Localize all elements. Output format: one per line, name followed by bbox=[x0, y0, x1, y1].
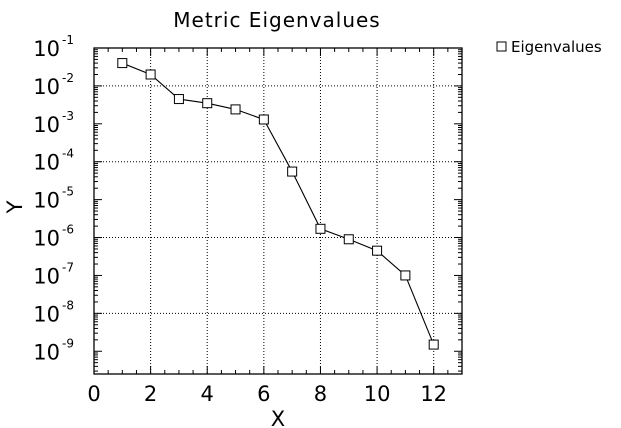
data-point bbox=[315, 223, 326, 234]
y-axis-label: Y bbox=[3, 200, 27, 214]
y-tick-exponent: -4 bbox=[62, 147, 74, 161]
y-tick-labels: 10-110-210-310-410-510-610-710-810-9 bbox=[33, 33, 74, 364]
x-axis-label: X bbox=[271, 407, 285, 428]
x-tick-label: 2 bbox=[144, 382, 157, 406]
y-tick-base: 10 bbox=[33, 113, 60, 137]
y-tick-label: 10 bbox=[33, 151, 60, 175]
y-tick-label: 10 bbox=[33, 37, 60, 61]
y-tick-label: 10 bbox=[33, 264, 60, 288]
chart-title: Metric Eigenvalues bbox=[173, 8, 380, 32]
x-tick-label: 12 bbox=[420, 382, 447, 406]
y-tick-base: 10 bbox=[33, 302, 60, 326]
y-tick-label: 10 bbox=[33, 75, 60, 99]
y-tick-base: 10 bbox=[33, 151, 60, 175]
y-tick-exponent: -3 bbox=[62, 109, 74, 123]
y-tick-exponent: -7 bbox=[62, 260, 74, 274]
data-point bbox=[202, 98, 213, 109]
data-point bbox=[343, 234, 354, 245]
plot-border bbox=[93, 47, 463, 375]
data-point bbox=[145, 69, 156, 80]
legend-marker bbox=[496, 41, 507, 52]
x-tick-label: 0 bbox=[87, 382, 100, 406]
y-tick-label: 10 bbox=[33, 302, 60, 326]
plot-frame bbox=[93, 47, 463, 375]
data-point bbox=[428, 339, 439, 350]
x-tick-label: 6 bbox=[257, 382, 270, 406]
data-point bbox=[400, 270, 411, 281]
y-tick-base: 10 bbox=[33, 75, 60, 99]
legend: Eigenvalues bbox=[496, 38, 602, 56]
y-tick-base: 10 bbox=[33, 37, 60, 61]
y-tick-exponent: -1 bbox=[62, 33, 74, 47]
y-tick-label: 10 bbox=[33, 113, 60, 137]
y-tick-exponent: -6 bbox=[62, 223, 74, 237]
y-tick-base: 10 bbox=[33, 227, 60, 251]
tick-marks bbox=[93, 47, 463, 374]
series-line bbox=[122, 62, 435, 345]
legend-label: Eigenvalues bbox=[511, 38, 602, 56]
data-point bbox=[173, 94, 184, 105]
y-tick-exponent: -8 bbox=[62, 298, 74, 312]
y-tick-label: 10 bbox=[33, 340, 60, 364]
x-tick-label: 10 bbox=[364, 382, 391, 406]
y-tick-exponent: -9 bbox=[62, 336, 74, 350]
y-tick-label: 10 bbox=[33, 189, 60, 213]
y-tick-base: 10 bbox=[33, 340, 60, 364]
y-tick-base: 10 bbox=[33, 264, 60, 288]
data-point bbox=[258, 114, 269, 125]
x-tick-labels: 0 2 4 6 8 10 12 bbox=[87, 382, 447, 406]
y-tick-base: 10 bbox=[33, 189, 60, 213]
series-group bbox=[117, 58, 439, 350]
x-tick-label: 4 bbox=[201, 382, 214, 406]
y-tick-exponent: -5 bbox=[62, 185, 74, 199]
x-tick-label: 8 bbox=[314, 382, 327, 406]
grid bbox=[94, 48, 462, 374]
y-tick-exponent: -2 bbox=[62, 71, 74, 85]
data-point bbox=[372, 245, 383, 256]
data-point bbox=[287, 166, 298, 177]
data-point bbox=[230, 104, 241, 115]
y-tick-label: 10 bbox=[33, 227, 60, 251]
data-point bbox=[117, 58, 128, 69]
